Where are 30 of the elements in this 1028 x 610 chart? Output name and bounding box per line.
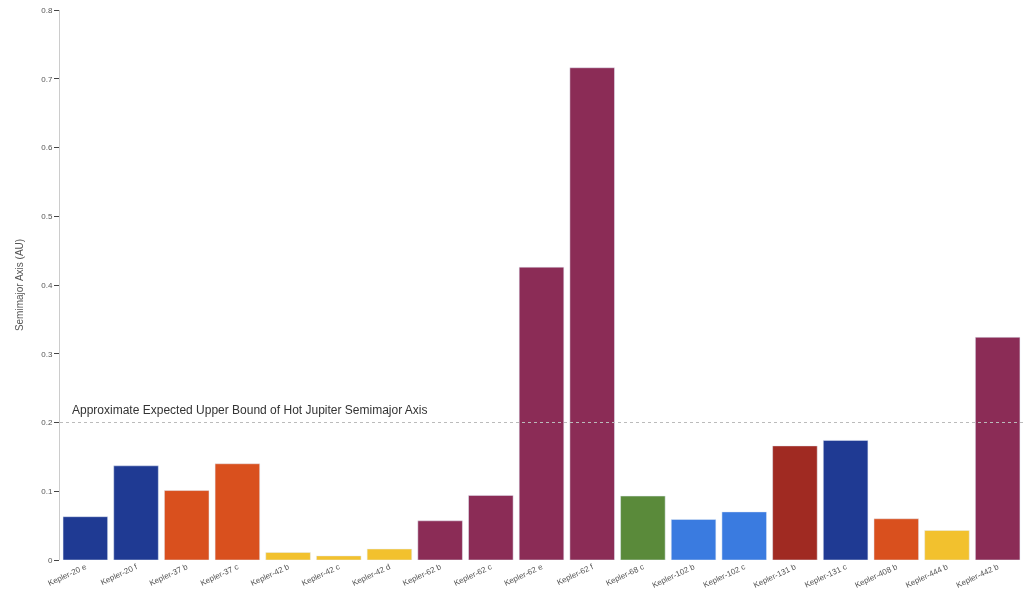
y-tick-label: 0.2 <box>41 418 53 428</box>
y-axis-title: Semimajor Axis (AU) <box>14 238 26 332</box>
bar <box>468 495 514 560</box>
bar <box>265 552 311 560</box>
bar <box>417 520 463 560</box>
y-tick-label: 0.1 <box>41 487 53 497</box>
bar <box>924 530 970 560</box>
bar <box>671 519 717 560</box>
bar <box>975 337 1021 560</box>
bar <box>316 555 362 560</box>
bar <box>518 266 565 560</box>
y-tick-label: 0.5 <box>41 212 53 222</box>
bar <box>62 516 108 560</box>
bar <box>823 440 869 560</box>
bar <box>772 445 818 560</box>
y-tick-label: 0.7 <box>41 74 53 84</box>
y-tick-label: 0.8 <box>41 5 53 15</box>
ref-line-label: Approximate Expected Upper Bound of Hot Jupiter Semimajor Axis <box>72 403 428 417</box>
bar <box>113 465 159 560</box>
bar <box>366 548 412 560</box>
bar <box>620 495 666 560</box>
bar <box>873 518 919 560</box>
y-tick-label: 0.3 <box>41 349 53 359</box>
y-tick-label: 0.4 <box>41 280 53 290</box>
y-tick-label: 0 <box>47 555 53 565</box>
bar <box>164 490 210 560</box>
y-tick-label: 0.6 <box>41 143 53 153</box>
bar <box>569 67 615 560</box>
bar <box>721 511 767 560</box>
bar <box>214 463 260 560</box>
